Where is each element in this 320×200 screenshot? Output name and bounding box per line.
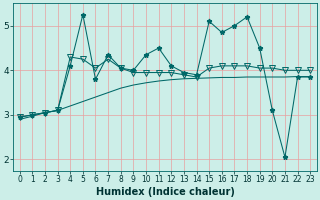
X-axis label: Humidex (Indice chaleur): Humidex (Indice chaleur): [96, 187, 234, 197]
